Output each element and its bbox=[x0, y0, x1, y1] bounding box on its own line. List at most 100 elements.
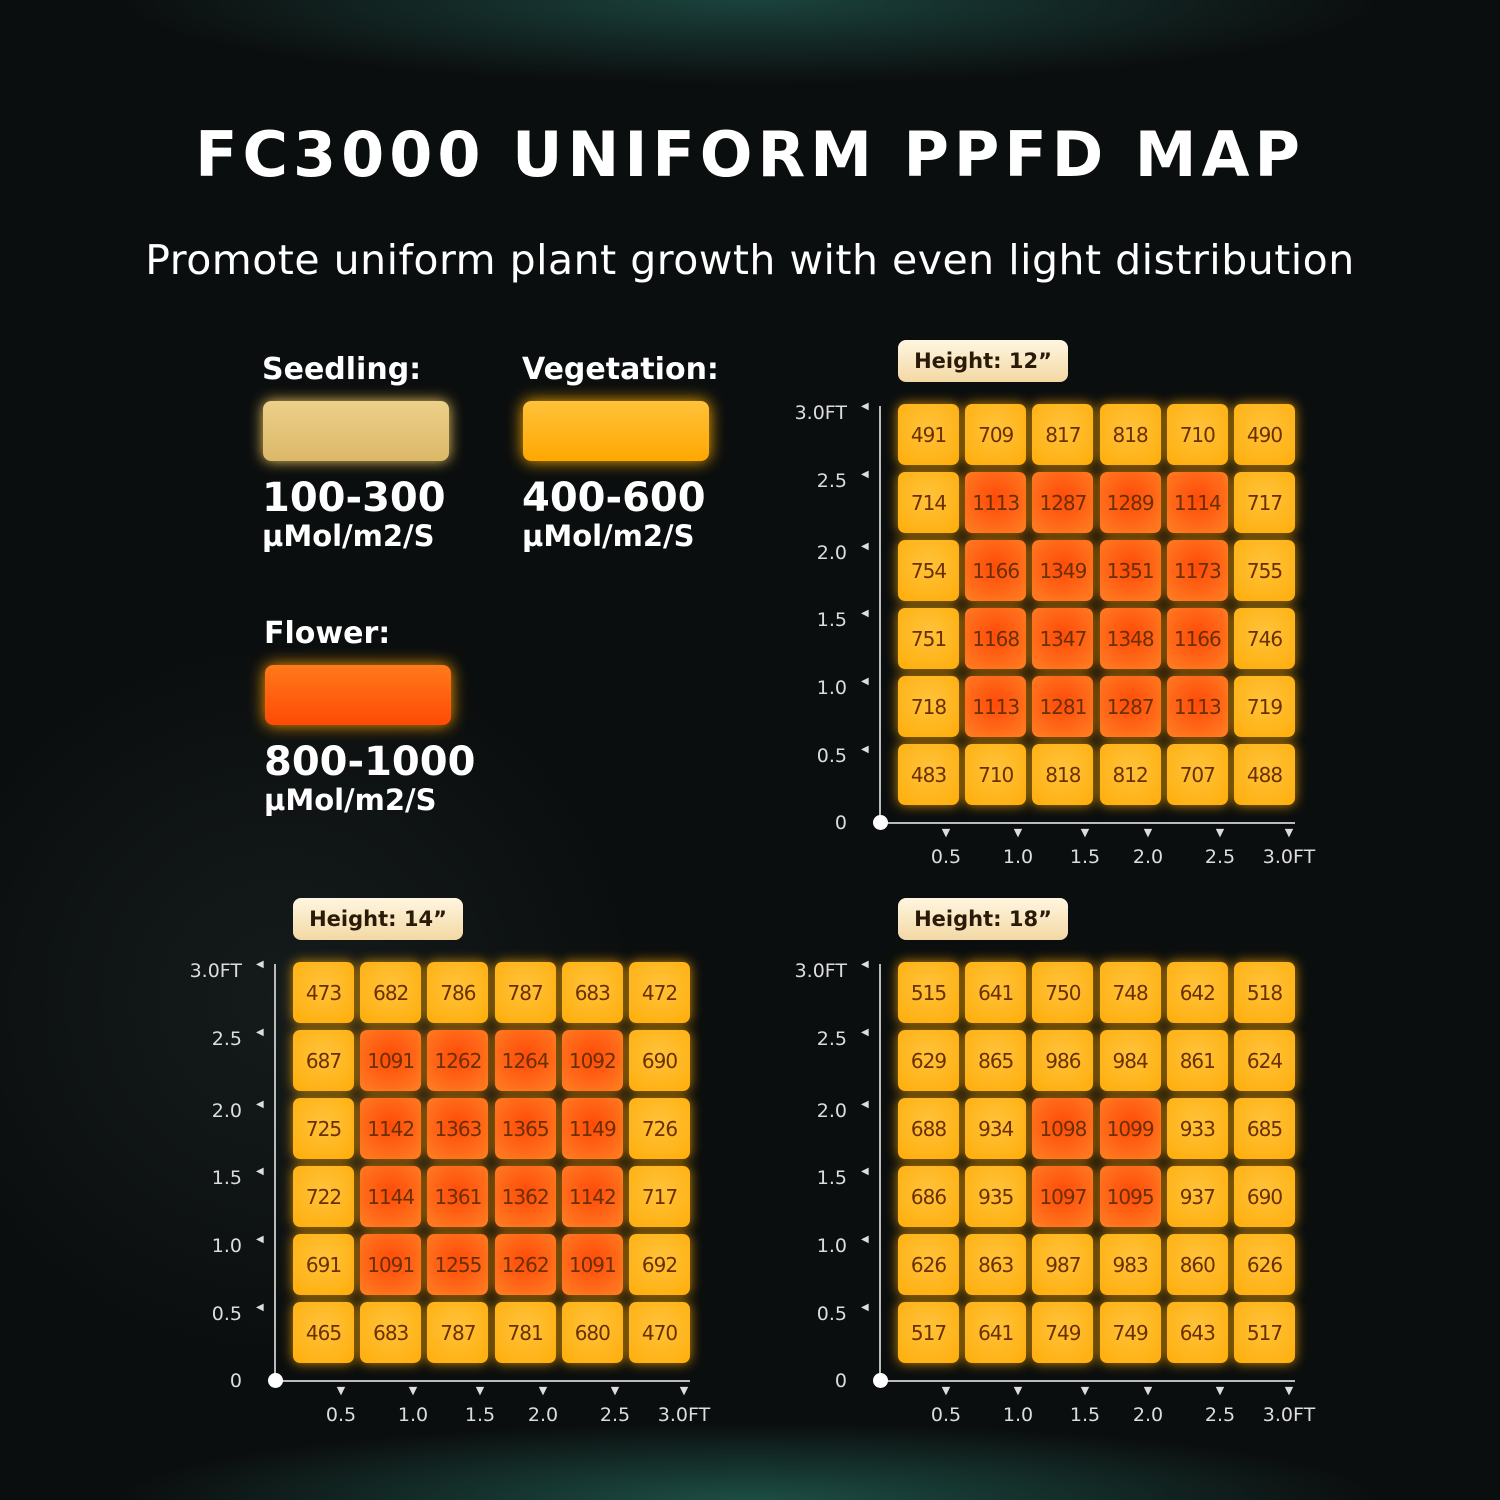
heatmap-cell: 1142 bbox=[360, 1098, 422, 1159]
heatmap-cell: 465 bbox=[293, 1302, 354, 1363]
heatmap-cell: 1097 bbox=[1032, 1166, 1094, 1227]
y-tick-marker: ◀ bbox=[861, 1302, 869, 1313]
heatmap-cell: 750 bbox=[1032, 962, 1094, 1023]
legend-range: 400-600 bbox=[522, 475, 706, 521]
heatmap-cell: 865 bbox=[965, 1030, 1027, 1091]
y-tick-label: 2.0 bbox=[816, 542, 847, 564]
heatmap-cell: 1091 bbox=[561, 1234, 623, 1295]
heatmap-cell: 1347 bbox=[1032, 608, 1094, 669]
x-tick-label: 2.5 bbox=[1204, 1404, 1236, 1426]
heatmap-cell: 1262 bbox=[494, 1234, 556, 1295]
heatmap-cell: 860 bbox=[1166, 1234, 1228, 1295]
x-tick-marker: ▼ bbox=[1013, 826, 1023, 839]
y-axis bbox=[879, 964, 881, 1382]
heatmap-cell: 933 bbox=[1166, 1098, 1228, 1159]
heatmap-cell: 1348 bbox=[1099, 608, 1161, 669]
heatmap-cell: 1113 bbox=[965, 676, 1027, 737]
heatmap-cell: 787 bbox=[494, 962, 556, 1023]
page-title: FC3000 UNIFORM PPFD MAP bbox=[195, 118, 1305, 191]
y-tick-label: 2.5 bbox=[211, 1028, 242, 1050]
y-tick-marker: ◀ bbox=[861, 676, 869, 687]
heatmap-cell: 491 bbox=[898, 404, 959, 465]
heatmap-cell: 1264 bbox=[494, 1030, 556, 1091]
x-tick-marker: ▼ bbox=[1143, 1384, 1153, 1397]
x-tick-label: 0.5 bbox=[325, 1404, 357, 1426]
heatmap-cell: 683 bbox=[561, 962, 623, 1023]
x-tick-label: 1.5 bbox=[464, 1404, 496, 1426]
y-tick-label: 1.0 bbox=[816, 1235, 847, 1257]
heatmap-cell: 470 bbox=[629, 1302, 690, 1363]
heatmap-cell: 517 bbox=[1234, 1302, 1295, 1363]
x-tick-marker: ▼ bbox=[1215, 826, 1225, 839]
heatmap-cell: 517 bbox=[898, 1302, 959, 1363]
heatmap-cell: 983 bbox=[1099, 1234, 1161, 1295]
page-subtitle: Promote uniform plant growth with even l… bbox=[145, 236, 1355, 284]
heatmap-cell: 626 bbox=[898, 1234, 959, 1295]
heatmap-cell: 818 bbox=[1032, 744, 1094, 805]
legend-range: 100-300 bbox=[262, 475, 446, 521]
heatmap-cell: 725 bbox=[293, 1098, 354, 1159]
heatmap-cell: 1262 bbox=[427, 1030, 489, 1091]
x-tick-marker: ▼ bbox=[1284, 826, 1294, 839]
heatmap-cell: 781 bbox=[494, 1302, 556, 1363]
heatmap-cell: 683 bbox=[360, 1302, 422, 1363]
heatmap-cell: 1362 bbox=[494, 1166, 556, 1227]
heatmap-cell: 722 bbox=[293, 1166, 354, 1227]
heatmap-cell: 717 bbox=[629, 1166, 690, 1227]
heatmap-cell: 748 bbox=[1099, 962, 1161, 1023]
x-tick-marker: ▼ bbox=[610, 1384, 620, 1397]
y-tick-label: 0 bbox=[229, 1370, 242, 1392]
x-tick-marker: ▼ bbox=[1013, 1384, 1023, 1397]
y-tick-marker: ◀ bbox=[256, 1166, 264, 1177]
heatmap-cell: 488 bbox=[1234, 744, 1295, 805]
heatmap-cell: 749 bbox=[1032, 1302, 1094, 1363]
y-tick-label: 0 bbox=[834, 812, 847, 834]
ppfd-map-18in: Height: 18” 3.0FT ◀ 2.5 ◀ 2.0 ◀ 1.5 ◀ 1.0 ◀ 0.5 ◀ 0 0.… bbox=[780, 888, 1340, 1438]
x-tick-label: 1.0 bbox=[397, 1404, 429, 1426]
heatmap-cell: 987 bbox=[1032, 1234, 1094, 1295]
y-tick-label: 2.5 bbox=[816, 470, 847, 492]
x-tick-label: 2.5 bbox=[599, 1404, 631, 1426]
heatmap-cell: 817 bbox=[1032, 404, 1094, 465]
x-tick-marker: ▼ bbox=[1215, 1384, 1225, 1397]
legend-label: Seedling: bbox=[262, 352, 422, 387]
heatmap-cell: 626 bbox=[1234, 1234, 1295, 1295]
heatmap-cell: 786 bbox=[427, 962, 489, 1023]
heatmap-cell: 641 bbox=[965, 962, 1027, 1023]
x-tick-marker: ▼ bbox=[679, 1384, 689, 1397]
x-tick-label: 2.5 bbox=[1204, 846, 1236, 868]
y-tick-label: 1.5 bbox=[816, 1167, 847, 1189]
heatmap-cell: 984 bbox=[1099, 1030, 1161, 1091]
heatmap-cell: 934 bbox=[965, 1098, 1027, 1159]
heatmap-cell: 812 bbox=[1099, 744, 1161, 805]
heatmap-cell: 473 bbox=[293, 962, 354, 1023]
y-tick-marker: ◀ bbox=[256, 1302, 264, 1313]
origin-dot bbox=[873, 815, 888, 830]
y-tick-label: 1.0 bbox=[211, 1235, 242, 1257]
heatmap-cell: 1363 bbox=[427, 1098, 489, 1159]
heatmap-cell: 935 bbox=[965, 1166, 1027, 1227]
legend-seedling: Seedling: 100-300 µMol/m2/S bbox=[262, 352, 449, 553]
heatmap-cell: 755 bbox=[1234, 540, 1295, 601]
x-axis bbox=[880, 822, 1295, 824]
heatmap-cell: 1099 bbox=[1099, 1098, 1161, 1159]
heatmap-cell: 751 bbox=[898, 608, 959, 669]
x-tick-label: 1.0 bbox=[1002, 846, 1034, 868]
heatmap-cell: 1142 bbox=[561, 1166, 623, 1227]
legend-swatch bbox=[523, 401, 709, 461]
y-tick-marker: ◀ bbox=[861, 469, 869, 480]
y-tick-label: 2.5 bbox=[816, 1028, 847, 1050]
x-tick-label: 3.0FT bbox=[1262, 1404, 1316, 1426]
x-tick-label: 3.0FT bbox=[1262, 846, 1316, 868]
heatmap-cell: 624 bbox=[1234, 1030, 1295, 1091]
legend-unit: µMol/m2/S bbox=[264, 783, 437, 817]
legend-vegetation: Vegetation: 400-600 µMol/m2/S bbox=[522, 352, 719, 553]
x-tick-label: 2.0 bbox=[1132, 846, 1164, 868]
height-label: Height: 12” bbox=[898, 340, 1068, 382]
y-tick-marker: ◀ bbox=[861, 1027, 869, 1038]
y-tick-marker: ◀ bbox=[256, 959, 264, 970]
heatmap-cell: 787 bbox=[427, 1302, 489, 1363]
y-tick-label: 0.5 bbox=[816, 1303, 847, 1325]
heatmap-cell: 1281 bbox=[1032, 676, 1094, 737]
x-tick-marker: ▼ bbox=[475, 1384, 485, 1397]
